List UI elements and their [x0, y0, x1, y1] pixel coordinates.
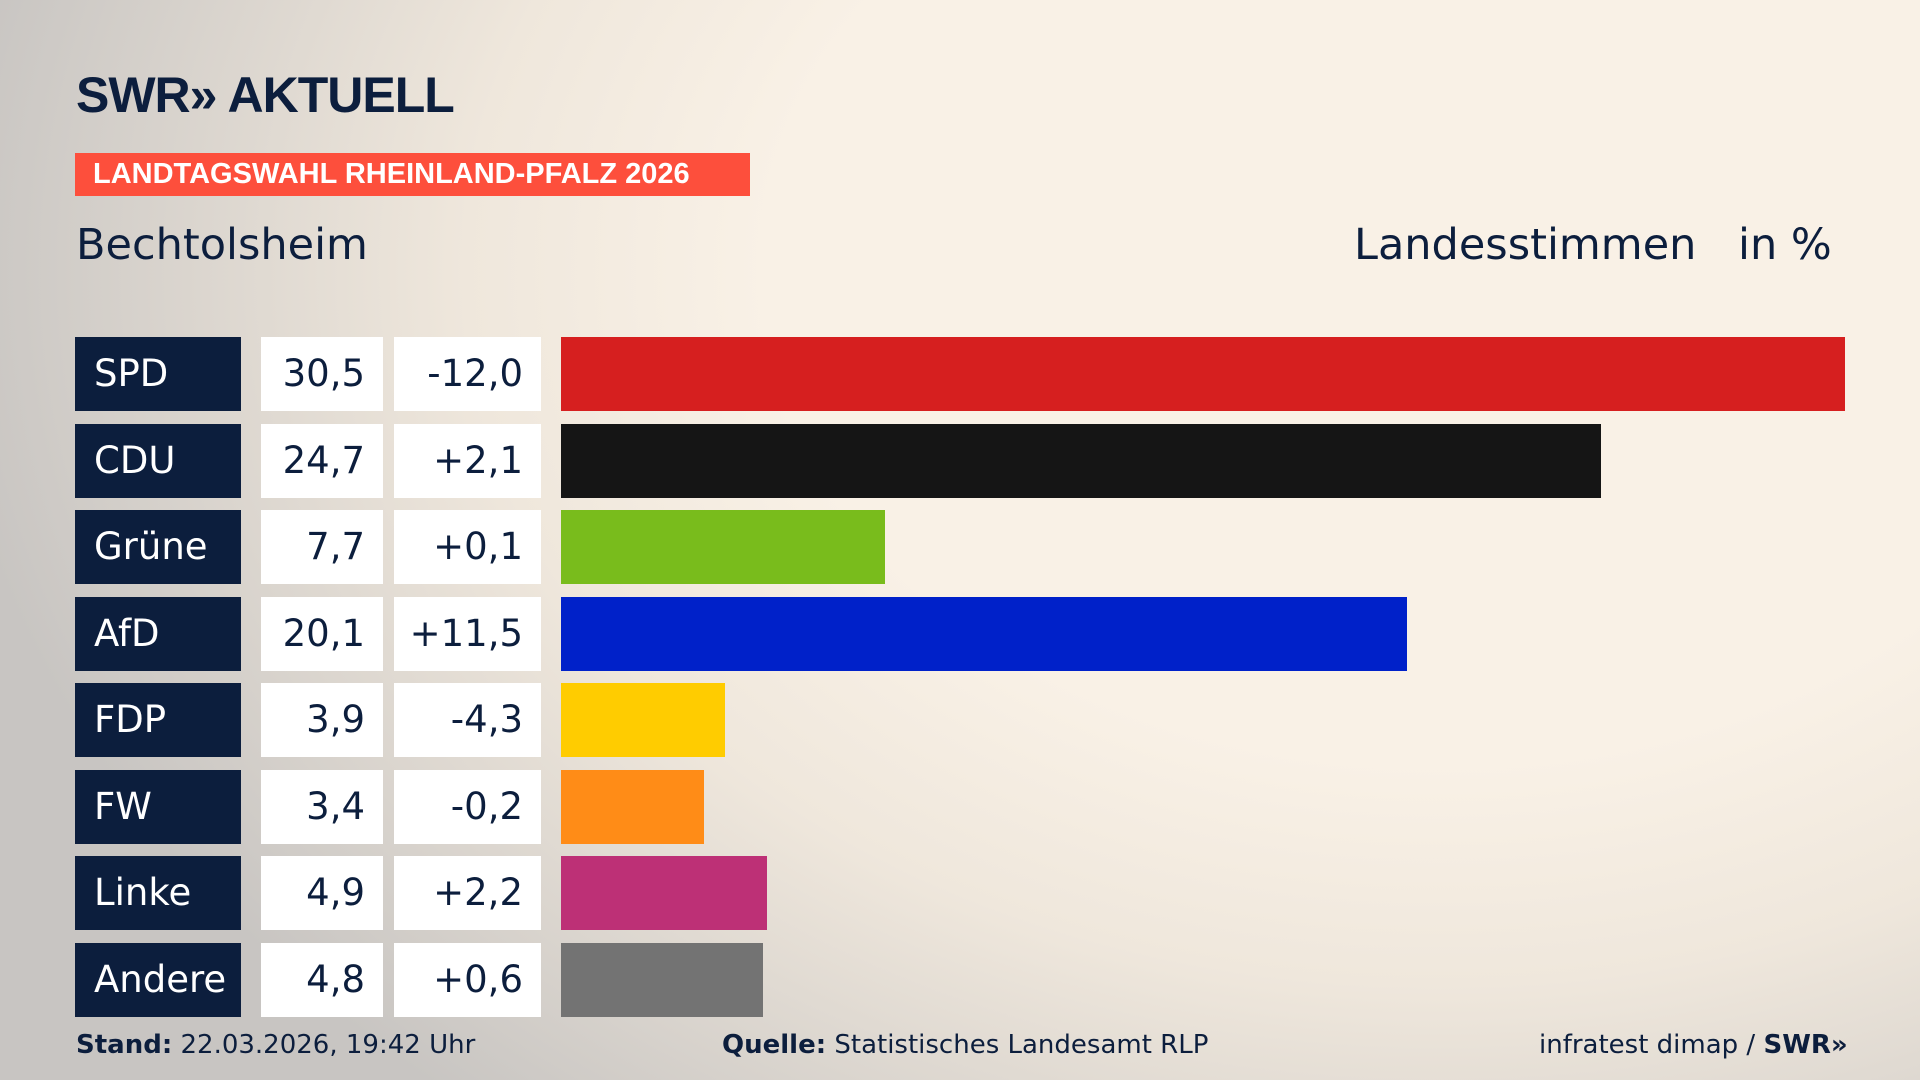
- vote-share: 3,4: [261, 769, 383, 844]
- vote-change: +0,6: [394, 942, 541, 1017]
- party-label: Grüne: [75, 510, 241, 584]
- result-row: AfD 20,1 +11,5: [0, 596, 1920, 671]
- source: Quelle: Statistisches Landesamt RLP: [722, 1030, 1208, 1060]
- vote-share: 7,7: [261, 510, 383, 584]
- swr-aktuell-logo: SWR» AKTUELL: [76, 67, 455, 123]
- party-label: CDU: [75, 423, 241, 498]
- stand-label: Stand:: [76, 1030, 173, 1060]
- place-title: Bechtolsheim: [76, 220, 368, 270]
- vote-share: 20,1: [261, 596, 383, 671]
- timestamp: Stand: 22.03.2026, 19:42 Uhr: [76, 1030, 475, 1060]
- unit-label: in %: [1738, 220, 1832, 270]
- vote-change: -4,3: [394, 683, 541, 757]
- party-label: AfD: [75, 596, 241, 671]
- result-row: FW 3,4 -0,2: [0, 769, 1920, 844]
- stand-value: 22.03.2026, 19:42 Uhr: [180, 1030, 476, 1060]
- party-label: FW: [75, 769, 241, 844]
- vote-share: 4,8: [261, 942, 383, 1017]
- vote-share: 4,9: [261, 856, 383, 930]
- vote-change: +2,2: [394, 856, 541, 930]
- bar-cdu: [561, 423, 1601, 498]
- bar-linke: [561, 856, 768, 930]
- bar-andere: [561, 942, 764, 1017]
- result-row: SPD 30,5 -12,0: [0, 337, 1920, 411]
- vote-share: 3,9: [261, 683, 383, 757]
- result-row: Grüne 7,7 +0,1: [0, 510, 1920, 584]
- vote-change: -0,2: [394, 769, 541, 844]
- source-label: Quelle:: [722, 1030, 827, 1060]
- bar-afd: [561, 596, 1408, 671]
- election-banner: LANDTAGSWAHL RHEINLAND-PFALZ 2026: [75, 153, 750, 196]
- vote-share: 30,5: [261, 337, 383, 411]
- vote-change: -12,0: [394, 337, 541, 411]
- swr-logo-small: SWR»: [1763, 1030, 1848, 1060]
- vote-change: +0,1: [394, 510, 541, 584]
- source-value: Statistisches Landesamt RLP: [834, 1030, 1209, 1060]
- credit: infratest dimap / SWR»: [1539, 1030, 1848, 1060]
- bar-fw: [561, 769, 705, 844]
- party-label: FDP: [75, 683, 241, 757]
- vote-type-label: Landesstimmen: [1354, 220, 1697, 270]
- vote-change: +11,5: [394, 596, 541, 671]
- party-label: Andere: [75, 942, 241, 1017]
- result-row: Linke 4,9 +2,2: [0, 856, 1920, 930]
- result-row: CDU 24,7 +2,1: [0, 423, 1920, 498]
- result-row: Andere 4,8 +0,6: [0, 942, 1920, 1017]
- vote-change: +2,1: [394, 423, 541, 498]
- party-label: SPD: [75, 337, 241, 411]
- vote-share: 24,7: [261, 423, 383, 498]
- credit-text: infratest dimap /: [1539, 1030, 1756, 1060]
- result-row: FDP 3,9 -4,3: [0, 683, 1920, 757]
- bar-grüne: [561, 510, 886, 584]
- bar-fdp: [561, 683, 726, 757]
- party-label: Linke: [75, 856, 241, 930]
- bar-spd: [561, 337, 1845, 411]
